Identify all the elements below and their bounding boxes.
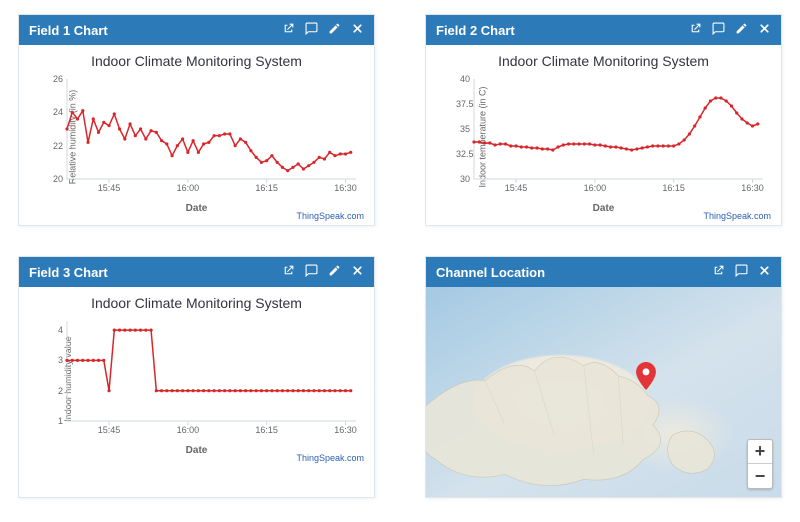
edit-icon[interactable]: [735, 22, 748, 38]
close-icon[interactable]: [351, 264, 364, 280]
comment-icon[interactable]: [735, 264, 748, 280]
attribution-link[interactable]: ThingSpeak.com: [296, 211, 364, 221]
panel-body-field1: Indoor Climate Monitoring System Relativ…: [19, 45, 374, 225]
panel-field2: Field 2 Chart Indoor Climate Monitoring …: [425, 14, 782, 226]
panel-icon-group: [282, 22, 364, 38]
chart-wrap-field1: Relative humidity (in %) 2022242615:4516…: [27, 73, 366, 201]
comment-icon[interactable]: [712, 22, 725, 38]
panel-icon-group: [712, 264, 771, 280]
map-land-overlay: [426, 287, 781, 494]
panel-header-field2: Field 2 Chart: [426, 15, 781, 45]
panel-header-location: Channel Location: [426, 257, 781, 287]
comment-icon[interactable]: [305, 264, 318, 280]
chart-wrap-field2: Indoor temperature (in C) 3032.53537.540…: [434, 73, 773, 201]
panel-body-field3: Indoor Climate Monitoring System Indoor …: [19, 287, 374, 467]
chart-title: Indoor Climate Monitoring System: [27, 53, 366, 69]
close-icon[interactable]: [758, 264, 771, 280]
plot-area-field3: [67, 321, 356, 421]
map-body[interactable]: + −: [426, 287, 781, 497]
plot-area-field2: [474, 79, 763, 179]
dashboard-grid: Field 1 Chart Indoor Climate Monitoring …: [0, 0, 800, 512]
close-icon[interactable]: [758, 22, 771, 38]
attribution-link[interactable]: ThingSpeak.com: [296, 453, 364, 463]
chart-wrap-field3: Indoor humidity value 123415:4516:0016:1…: [27, 315, 366, 443]
popout-icon[interactable]: [282, 22, 295, 38]
panel-icon-group: [282, 264, 364, 280]
panel-icon-group: [689, 22, 771, 38]
panel-title: Field 1 Chart: [29, 23, 108, 38]
panel-header-field3: Field 3 Chart: [19, 257, 374, 287]
edit-icon[interactable]: [328, 22, 341, 38]
panel-body-field2: Indoor Climate Monitoring System Indoor …: [426, 45, 781, 225]
panel-field3: Field 3 Chart Indoor Climate Monitoring …: [18, 256, 375, 498]
map-pin-icon: [636, 362, 656, 390]
edit-icon[interactable]: [328, 264, 341, 280]
panel-header-field1: Field 1 Chart: [19, 15, 374, 45]
popout-icon[interactable]: [282, 264, 295, 280]
plot-area-field1: [67, 79, 356, 179]
zoom-in-button[interactable]: +: [748, 440, 772, 464]
close-icon[interactable]: [351, 22, 364, 38]
zoom-out-button[interactable]: −: [748, 464, 772, 488]
popout-icon[interactable]: [689, 22, 702, 38]
panel-title: Field 2 Chart: [436, 23, 515, 38]
panel-field1: Field 1 Chart Indoor Climate Monitoring …: [18, 14, 375, 226]
panel-location: Channel Location + −: [425, 256, 782, 498]
popout-icon[interactable]: [712, 264, 725, 280]
chart-title: Indoor Climate Monitoring System: [434, 53, 773, 69]
panel-title: Field 3 Chart: [29, 265, 108, 280]
comment-icon[interactable]: [305, 22, 318, 38]
zoom-control: + −: [747, 439, 773, 489]
panel-title: Channel Location: [436, 265, 545, 280]
attribution-link[interactable]: ThingSpeak.com: [703, 211, 771, 221]
chart-title: Indoor Climate Monitoring System: [27, 295, 366, 311]
